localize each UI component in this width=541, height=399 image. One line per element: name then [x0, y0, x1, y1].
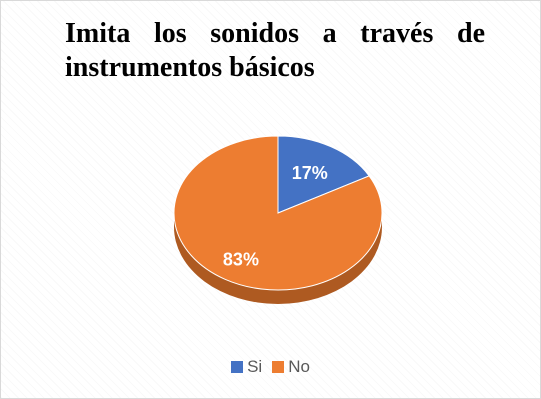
pie-slice-no [173, 135, 383, 291]
legend-item-si: Si [231, 357, 262, 377]
pie-slice-si [277, 135, 370, 214]
legend-swatch-no [272, 361, 285, 373]
chart-legend: Si No [1, 357, 540, 377]
legend-label-si: Si [247, 357, 263, 376]
legend-label-no: No [288, 357, 310, 376]
legend-swatch-si [231, 361, 244, 373]
data-label-no: 83% [223, 249, 259, 269]
chart-title: Imita los sonidos a través de instrument… [65, 18, 485, 83]
legend-item-no: No [272, 357, 310, 377]
data-label-si: 17% [292, 163, 328, 183]
pie-side-no [174, 213, 382, 304]
